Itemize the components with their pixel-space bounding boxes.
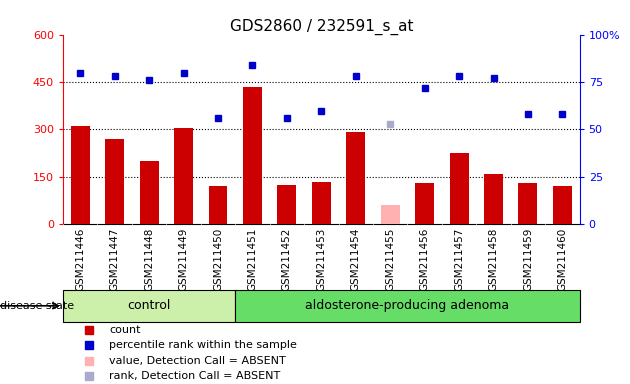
Bar (243, 87, 262, 224)
Text: GSM211453: GSM211453 (316, 228, 326, 291)
Bar (140, 161, 159, 224)
Bar (105, 139, 124, 224)
Text: GSM211455: GSM211455 (385, 228, 395, 291)
Text: GSM211460: GSM211460 (558, 228, 568, 291)
Text: aldosterone-producing adenoma: aldosterone-producing adenoma (306, 299, 510, 312)
Bar (312, 182, 331, 224)
Text: GSM211448: GSM211448 (144, 228, 154, 291)
Text: GSM211446: GSM211446 (75, 228, 85, 291)
Text: control: control (127, 299, 171, 312)
Bar (346, 132, 365, 224)
Text: GSM211457: GSM211457 (454, 228, 464, 291)
Title: GDS2860 / 232591_s_at: GDS2860 / 232591_s_at (229, 18, 413, 35)
Text: disease state: disease state (0, 301, 74, 311)
Bar (277, 185, 296, 224)
Bar (484, 174, 503, 224)
Bar (235, 290, 580, 322)
Text: GSM211447: GSM211447 (110, 228, 120, 291)
Text: GSM211458: GSM211458 (488, 228, 498, 291)
Bar (553, 187, 572, 224)
Text: count: count (110, 325, 141, 335)
Text: GSM211459: GSM211459 (523, 228, 533, 291)
Bar (415, 183, 434, 224)
Bar (381, 205, 399, 224)
Text: GSM211456: GSM211456 (420, 228, 430, 291)
Text: GSM211449: GSM211449 (178, 228, 188, 291)
Text: value, Detection Call = ABSENT: value, Detection Call = ABSENT (110, 356, 286, 366)
Text: GSM211450: GSM211450 (213, 228, 223, 291)
Text: percentile rank within the sample: percentile rank within the sample (110, 340, 297, 350)
Text: GSM211454: GSM211454 (351, 228, 361, 291)
Text: GSM211451: GSM211451 (248, 228, 258, 291)
Text: GSM211452: GSM211452 (282, 228, 292, 291)
Text: rank, Detection Call = ABSENT: rank, Detection Call = ABSENT (110, 371, 281, 381)
Bar (174, 128, 193, 224)
Bar (518, 183, 537, 224)
Bar (209, 187, 227, 224)
Bar (450, 153, 469, 224)
Bar (71, 126, 89, 224)
Bar (63, 290, 235, 322)
